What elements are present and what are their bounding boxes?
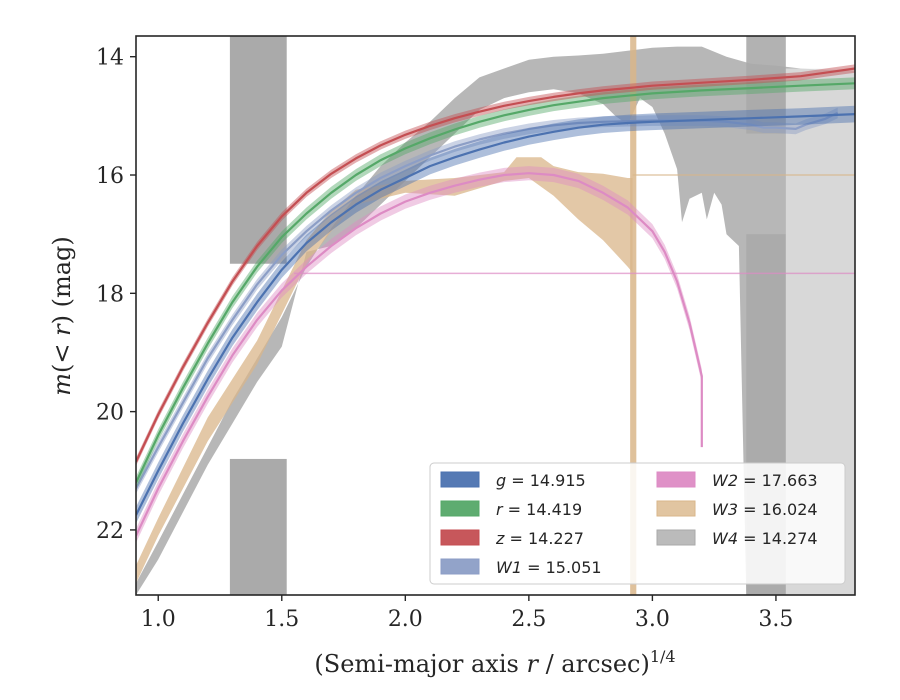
- x-tick-label: 1.5: [264, 607, 299, 632]
- axis-ticks: 1.0 1.5 2.0 2.5 3.0 3.5 14 16 18 20 22: [96, 46, 793, 632]
- plot-frame: [135, 35, 856, 596]
- legend-swatch-w2: [656, 471, 696, 488]
- legend-label-w2: W2 = 17.663: [712, 471, 818, 490]
- legend-label-w4: W4 = 14.274: [712, 529, 818, 548]
- x-tick-label: 2.0: [388, 607, 423, 632]
- series-z-line: [136, 67, 855, 463]
- series-w2-line: [136, 172, 703, 537]
- x-tick-label: 1.0: [141, 607, 176, 632]
- y-tick-label: 18: [96, 282, 124, 307]
- legend: g = 14.915 r = 14.419 z = 14.227 W1 = 15.05…: [429, 462, 846, 585]
- legend-swatch-z: [440, 529, 480, 546]
- series-r-line: [136, 82, 855, 484]
- x-axis-label: (Semi-major axis r / arcsec)1/4: [314, 647, 675, 678]
- x-tick-label: 3.0: [635, 607, 670, 632]
- series-g-line: [136, 113, 855, 516]
- y-tick-label: 20: [96, 401, 124, 426]
- legend-swatch-w4: [656, 529, 696, 546]
- y-tick-label: 16: [96, 164, 124, 189]
- series-w3-band: [136, 157, 633, 584]
- legend-label-g: g = 14.915: [496, 471, 586, 490]
- series-w3-strip: [630, 36, 637, 595]
- y-tick-label: 22: [96, 519, 124, 544]
- legend-label-w3: W3 = 16.024: [712, 500, 818, 519]
- legend-box: [429, 462, 846, 585]
- x-tick-label: 2.5: [511, 607, 546, 632]
- y-tick-label: 14: [96, 46, 124, 71]
- series-w4-strip-lower: [229, 458, 287, 595]
- x-tick-label: 3.5: [758, 607, 793, 632]
- legend-label-z: z = 14.227: [495, 529, 584, 548]
- y-axis-label: m(< r) (mag): [48, 236, 76, 396]
- legend-swatch-w1: [440, 558, 480, 575]
- legend-swatch-g: [440, 471, 480, 488]
- legend-swatch-w3: [656, 500, 696, 517]
- legend-swatch-r: [440, 500, 480, 517]
- legend-label-r: r = 14.419: [496, 500, 582, 519]
- legend-label-w1: W1 = 15.051: [496, 558, 602, 577]
- series-w4-strip-upper: [229, 36, 287, 264]
- series-w1-line: [136, 111, 839, 490]
